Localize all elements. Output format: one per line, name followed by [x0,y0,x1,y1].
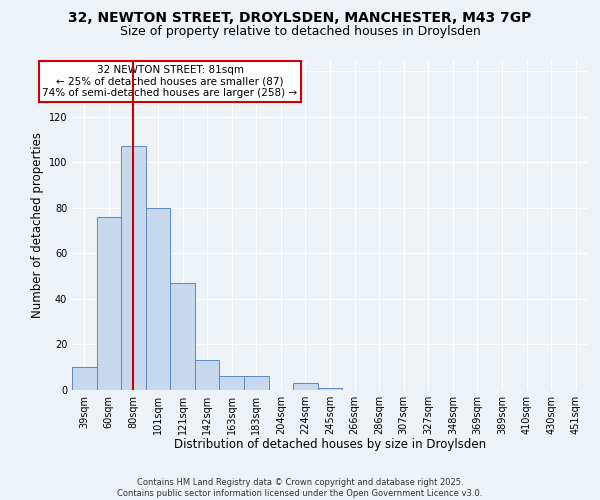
X-axis label: Distribution of detached houses by size in Droylsden: Distribution of detached houses by size … [174,438,486,452]
Bar [146,208,170,390]
Text: 32, NEWTON STREET, DROYLSDEN, MANCHESTER, M43 7GP: 32, NEWTON STREET, DROYLSDEN, MANCHESTER… [68,12,532,26]
Bar [293,383,318,390]
Bar [195,360,220,390]
Text: Size of property relative to detached houses in Droylsden: Size of property relative to detached ho… [119,25,481,38]
Bar [97,217,121,390]
Bar [244,376,269,390]
Bar [170,283,195,390]
Text: 32 NEWTON STREET: 81sqm
← 25% of detached houses are smaller (87)
74% of semi-de: 32 NEWTON STREET: 81sqm ← 25% of detache… [43,65,298,98]
Bar [121,146,146,390]
Text: Contains HM Land Registry data © Crown copyright and database right 2025.
Contai: Contains HM Land Registry data © Crown c… [118,478,482,498]
Bar [220,376,244,390]
Bar [72,367,97,390]
Bar [318,388,342,390]
Y-axis label: Number of detached properties: Number of detached properties [31,132,44,318]
